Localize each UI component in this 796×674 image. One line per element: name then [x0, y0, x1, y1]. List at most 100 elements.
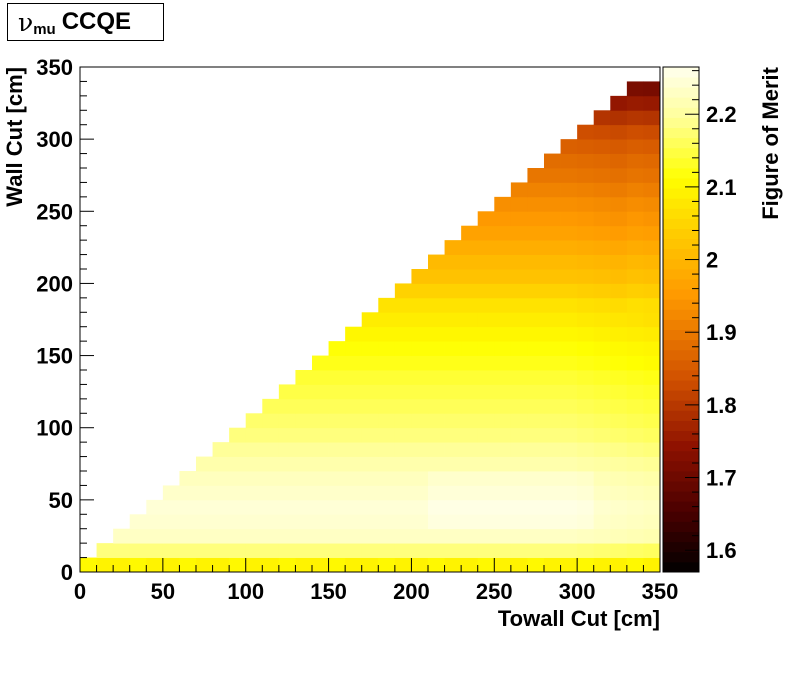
heatmap-cell [577, 528, 595, 544]
heatmap-cell [229, 427, 247, 443]
heatmap-cell [444, 269, 462, 284]
heatmap-cell [378, 528, 396, 544]
heatmap-cell [378, 398, 396, 414]
heatmap-cell [477, 442, 495, 457]
heatmap-cell [494, 427, 512, 443]
heatmap-cell [593, 254, 611, 270]
heatmap-cell [593, 499, 611, 515]
heatmap-cell [162, 485, 180, 501]
heatmap-cell [444, 499, 462, 515]
heatmap-cell [593, 341, 611, 356]
heatmap-cell [494, 355, 512, 371]
heatmap-cell [560, 182, 578, 198]
heatmap-cell [610, 557, 628, 573]
z-tick-label: 2 [706, 248, 718, 273]
heatmap-cell [494, 196, 512, 212]
heatmap-cell [643, 384, 661, 400]
heatmap-cell [461, 528, 479, 544]
heatmap-cell [510, 499, 528, 515]
heatmap-cell [643, 240, 661, 255]
heatmap-cell [262, 398, 280, 414]
heatmap-cell [610, 240, 628, 255]
heatmap-cell [378, 485, 396, 501]
heatmap-cell [560, 269, 578, 284]
heatmap-cell [527, 370, 545, 385]
heatmap-cell [196, 471, 213, 486]
heatmap-cell [378, 384, 396, 400]
heatmap-cell [444, 442, 462, 457]
heatmap-cell [411, 384, 429, 400]
heatmap-cell [610, 312, 628, 328]
heatmap-cell [361, 326, 379, 342]
heatmap-cell [461, 341, 479, 356]
heatmap-cell [328, 557, 346, 573]
heatmap-cell [361, 485, 379, 501]
heatmap-cell [643, 499, 661, 515]
heatmap-cell [643, 81, 661, 97]
heatmap-cell [544, 283, 561, 299]
heatmap-cell [626, 543, 644, 558]
heatmap-cell [295, 398, 313, 414]
heatmap-cell [560, 528, 578, 544]
palette-band [663, 370, 699, 381]
heatmap-cell [328, 413, 346, 429]
heatmap-cell [461, 557, 479, 573]
heatmap-cell [245, 413, 263, 429]
heatmap-cell [278, 528, 296, 544]
heatmap-cell [593, 427, 611, 443]
heatmap-cell [593, 139, 611, 154]
heatmap-cell [394, 528, 412, 544]
heatmap-cell [477, 456, 495, 472]
heatmap-cell [494, 398, 512, 414]
heatmap-cell [461, 456, 479, 472]
palette-band [663, 107, 699, 118]
heatmap-cell [560, 240, 578, 255]
palette-band [663, 238, 699, 250]
heatmap-cell [643, 110, 661, 126]
heatmap-cell [461, 384, 479, 400]
palette-band [663, 541, 699, 553]
heatmap-cell [626, 499, 644, 515]
heatmap-cell [394, 370, 412, 385]
heatmap-cell [278, 442, 296, 457]
heatmap-cell [593, 355, 611, 371]
heatmap-cell [593, 269, 611, 284]
heatmap-cell [245, 543, 263, 558]
heatmap-cell [560, 153, 578, 169]
heatmap-cell [312, 456, 329, 472]
heatmap-cell [80, 557, 97, 573]
heatmap-cell [394, 384, 412, 400]
heatmap-cell [626, 326, 644, 342]
heatmap-cell [610, 153, 628, 169]
heatmap-cell [544, 326, 561, 342]
z-tick-label: 1.6 [706, 538, 737, 563]
heatmap-cell [494, 471, 512, 486]
heatmap-cell [179, 528, 197, 544]
heatmap-cell [295, 543, 313, 558]
heatmap-cell [162, 543, 180, 558]
heatmap-cell [295, 370, 313, 385]
heatmap-cell [544, 413, 561, 429]
heatmap-cell [593, 240, 611, 255]
heatmap-cell [560, 543, 578, 558]
heatmap-cell [196, 499, 213, 515]
heatmap-cell [510, 240, 528, 255]
heatmap-cell [610, 514, 628, 530]
heatmap-cell [461, 254, 479, 270]
plot-frame [79, 66, 661, 573]
heatmap-cell [312, 355, 329, 371]
heatmap-cell [626, 168, 644, 183]
palette-band [663, 471, 699, 482]
palette-band [663, 430, 699, 442]
heatmap-cell [643, 254, 661, 270]
heatmap-cell [179, 485, 197, 501]
heatmap-cell [593, 398, 611, 414]
y-tick-label: 0 [61, 560, 73, 585]
heatmap-cell [577, 514, 595, 530]
heatmap-cell [494, 456, 512, 472]
heatmap-cell [361, 341, 379, 356]
heatmap-cell [527, 528, 545, 544]
heatmap-cell [494, 240, 512, 255]
heatmap-cell [560, 442, 578, 457]
heatmap-cell [477, 528, 495, 544]
